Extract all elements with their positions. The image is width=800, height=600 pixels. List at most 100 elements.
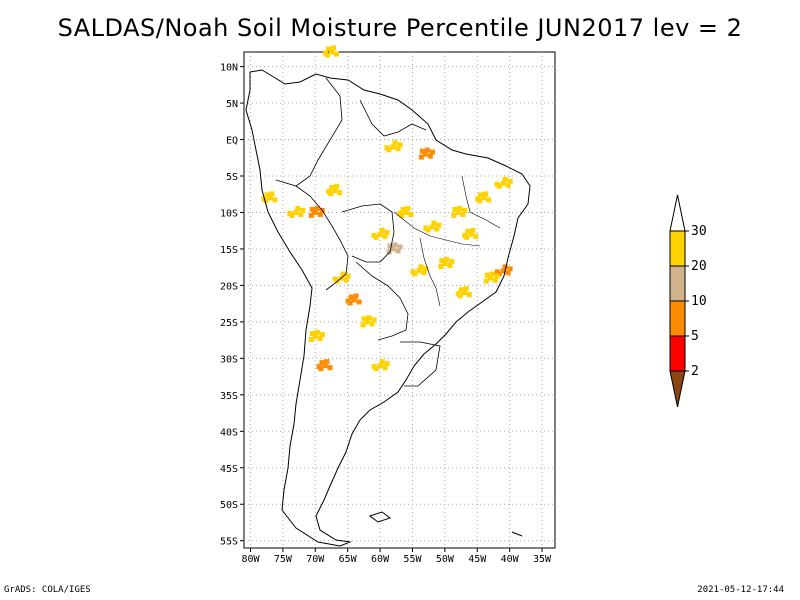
moisture-patch — [316, 364, 322, 370]
moisture-patch — [334, 184, 340, 190]
lat-tick-label: 25S — [220, 318, 238, 329]
moisture-patch — [377, 231, 383, 237]
moisture-patch — [371, 232, 377, 238]
moisture-patch — [330, 45, 336, 51]
moisture-patch — [429, 224, 435, 230]
moisture-patch — [326, 189, 332, 195]
moisture-patch — [507, 178, 513, 184]
legend-top-cap — [669, 194, 686, 232]
moisture-patch — [408, 211, 414, 217]
moisture-patch — [455, 291, 461, 297]
moisture-patch — [487, 275, 493, 281]
lat-tick-label: 10N — [220, 63, 238, 74]
moisture-patch — [429, 149, 435, 155]
moisture-patch — [345, 298, 351, 304]
moisture-patch — [505, 270, 511, 276]
moisture-patch — [494, 269, 500, 275]
soil-moisture-patches — [261, 45, 513, 372]
lon-tick-label: 65W — [339, 554, 358, 565]
moisture-patch — [308, 336, 314, 342]
moisture-patch — [295, 205, 301, 211]
moisture-patch — [333, 51, 339, 57]
moisture-patch — [384, 145, 390, 151]
moisture-patch — [416, 268, 422, 274]
lat-tick-label: 5N — [226, 99, 238, 110]
moisture-patch — [293, 209, 299, 215]
moisture-patch — [462, 207, 468, 213]
moisture-patch — [345, 273, 351, 279]
moisture-patch — [366, 315, 372, 321]
moisture-patch — [387, 243, 393, 249]
moisture-patch — [384, 229, 390, 235]
moisture-patch — [421, 270, 427, 276]
moisture-patch — [483, 191, 489, 197]
moisture-patch — [507, 266, 513, 272]
moisture-patch — [382, 233, 388, 239]
lon-tick-label: 45W — [468, 554, 487, 565]
moisture-patch — [328, 49, 334, 55]
moisture-patch — [395, 146, 401, 152]
moisture-patch — [329, 185, 335, 191]
moisture-patch — [500, 268, 506, 274]
moisture-patch — [457, 205, 463, 211]
moisture-patch — [395, 248, 401, 254]
moisture-patch — [400, 206, 406, 212]
moisture-patch — [419, 148, 425, 154]
moisture-patch — [317, 335, 323, 341]
moisture-patch — [483, 278, 489, 284]
moisture-patch — [300, 207, 306, 213]
moisture-patch — [325, 46, 331, 52]
moisture-patch — [309, 206, 315, 212]
moisture-patch — [427, 153, 433, 159]
moisture-patch — [470, 227, 476, 233]
moisture-patch — [452, 206, 458, 212]
moisture-patch — [384, 361, 390, 367]
moisture-patch — [423, 225, 429, 231]
moisture-patch — [312, 209, 318, 215]
moisture-patch — [264, 192, 270, 198]
moisture-patch — [343, 277, 349, 283]
moisture-patch — [379, 359, 385, 365]
legend-segment — [669, 300, 686, 337]
lat-tick-label: 10S — [220, 208, 238, 219]
moisture-patch — [360, 322, 366, 328]
moisture-patch — [505, 182, 511, 188]
moisture-patch — [468, 231, 474, 237]
moisture-patch — [486, 197, 492, 203]
moisture-patch — [418, 154, 424, 160]
moisture-patch — [481, 195, 487, 201]
legend-label: 30 — [691, 224, 707, 239]
moisture-patch — [386, 249, 392, 255]
moisture-patch — [371, 317, 377, 323]
moisture-patch — [361, 316, 367, 322]
moisture-patch — [390, 246, 396, 252]
legend-segment — [669, 230, 686, 267]
moisture-patch — [356, 299, 362, 305]
moisture-patch — [438, 264, 444, 270]
moisture-patch — [392, 242, 398, 248]
moisture-patch — [322, 50, 328, 56]
moisture-patch — [500, 180, 506, 186]
moisture-patch — [314, 329, 320, 335]
moisture-patch — [379, 227, 385, 233]
moisture-patch — [371, 364, 377, 370]
moisture-patch — [332, 188, 338, 194]
moisture-patch — [369, 321, 375, 327]
latitude-axis: 10N 5N EQ 5S 10S 15S 20S 25S 30S 35S 40S 45S 50S 55S — [220, 63, 244, 548]
moisture-patch — [447, 263, 453, 269]
moisture-patch — [502, 176, 508, 182]
moisture-patch — [319, 331, 325, 337]
moisture-patch — [492, 277, 498, 283]
moisture-patch — [287, 210, 293, 216]
moisture-patch — [436, 222, 442, 228]
color-legend: 30 20 10 5 2 — [669, 194, 707, 408]
moisture-patch — [314, 205, 320, 211]
moisture-patch — [397, 142, 403, 148]
moisture-patch — [410, 269, 416, 275]
moisture-patch — [392, 140, 398, 146]
plot-frame — [243, 51, 556, 549]
moisture-patch — [337, 190, 343, 196]
footer-timestamp: 2021-05-12-17:44 — [697, 585, 784, 595]
lon-tick-label: 80W — [241, 554, 260, 565]
